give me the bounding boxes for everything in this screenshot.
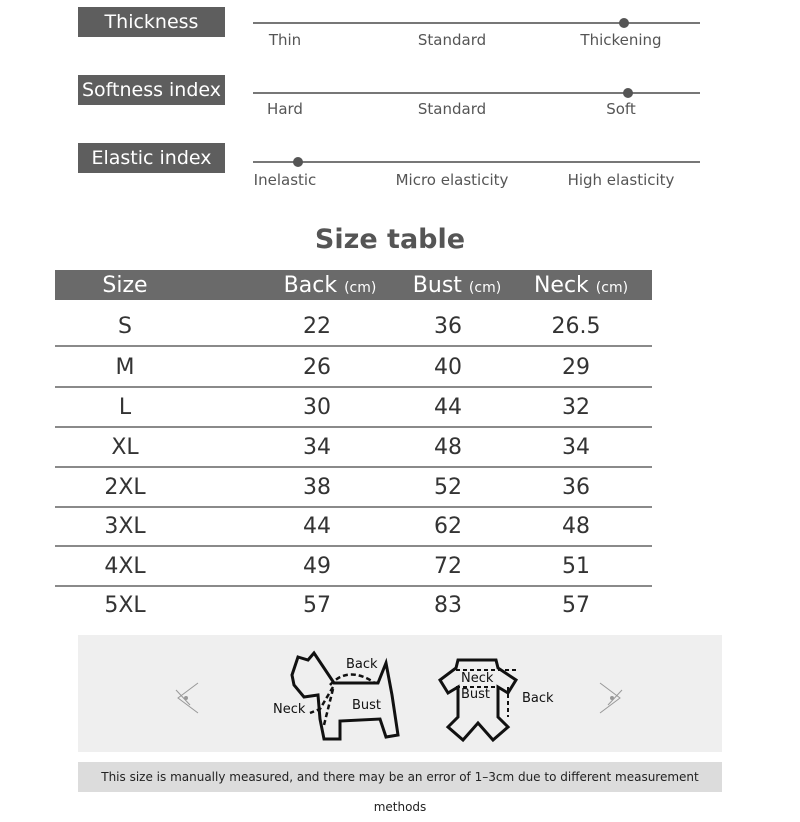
index-scale-label: Standard	[417, 100, 487, 118]
index-slider	[253, 18, 700, 28]
size-table-title: Size table	[314, 224, 466, 255]
left-arrow-icon	[175, 682, 199, 714]
table-cell: 44	[434, 395, 462, 420]
table-cell: S	[118, 314, 132, 339]
table-cell: 51	[562, 554, 590, 579]
index-label: Thickness index	[78, 7, 225, 63]
measurement-note: This size is manually measured, and ther…	[78, 762, 722, 814]
table-cell: 30	[303, 395, 331, 420]
index-scale-label: Inelastic	[253, 171, 317, 189]
index-scale-label: Micro elasticity	[395, 171, 509, 189]
measurement-diagram: Back Neck Bust Neck Bust Back	[78, 635, 722, 752]
index-marker	[292, 157, 303, 167]
table-cell: 22	[303, 314, 331, 339]
table-cell: 3XL	[104, 514, 146, 539]
header-size: Size	[102, 273, 148, 298]
table-cell: 40	[434, 355, 462, 380]
measurement-illustration: Back Neck Bust Neck Bust Back	[175, 650, 623, 743]
header-bust: Bust (cm)	[412, 273, 502, 298]
header-back: Back (cm)	[283, 273, 377, 298]
table-row: 2XL 38 52 36	[55, 468, 652, 508]
dog-outline-icon	[290, 650, 400, 741]
index-slider	[253, 157, 700, 167]
index-scale-label: Soft	[606, 100, 636, 118]
table-cell: 4XL	[104, 554, 146, 579]
table-cell: 26.5	[551, 314, 601, 339]
table-cell: 48	[562, 514, 590, 539]
table-row: M 26 40 29	[55, 348, 652, 388]
table-cell: 83	[434, 593, 462, 618]
table-cell: 5XL	[104, 593, 146, 618]
table-cell: 34	[562, 435, 590, 460]
table-row: 3XL 44 62 48	[55, 507, 652, 547]
garment-back-label: Back	[522, 691, 554, 706]
table-row: XL 34 48 34	[55, 428, 652, 468]
table-cell: M	[115, 355, 135, 380]
index-scale-label: Standard	[417, 31, 487, 49]
table-row: S 22 36 26.5	[55, 307, 652, 347]
table-cell: 52	[434, 475, 462, 500]
table-cell: 34	[303, 435, 331, 460]
table-cell: XL	[111, 435, 139, 460]
dog-neck-label: Neck	[273, 702, 306, 717]
dog-bust-label: Bust	[352, 698, 381, 713]
index-label: Elastic index	[78, 143, 225, 173]
size-table-header: Size Back (cm) Bust (cm) Neck (cm)	[55, 270, 652, 300]
table-row: 5XL 57 83 57	[55, 586, 652, 626]
table-cell: 57	[562, 593, 590, 618]
index-marker	[623, 88, 634, 98]
index-slider	[253, 88, 700, 98]
table-cell: 32	[562, 395, 590, 420]
right-arrow-icon	[599, 682, 623, 714]
table-cell: 48	[434, 435, 462, 460]
index-scale-label: Thin	[268, 31, 302, 49]
garment-bust-label: Bust	[461, 687, 490, 702]
table-cell: 29	[562, 355, 590, 380]
table-cell: 57	[303, 593, 331, 618]
table-cell: 36	[562, 475, 590, 500]
header-neck: Neck (cm)	[533, 273, 629, 298]
table-cell: 72	[434, 554, 462, 579]
table-cell: 38	[303, 475, 331, 500]
table-cell: L	[118, 395, 132, 420]
index-scale-label: Hard	[267, 100, 303, 118]
garment-outline-icon	[438, 658, 519, 743]
table-row: L 30 44 32	[55, 388, 652, 428]
table-cell: 2XL	[104, 475, 146, 500]
table-cell: 49	[303, 554, 331, 579]
garment-neck-label: Neck	[461, 671, 494, 686]
index-label: Softness index	[78, 75, 225, 105]
index-marker	[619, 18, 629, 28]
table-cell: 62	[434, 514, 462, 539]
table-cell: 36	[434, 314, 462, 339]
table-cell: 44	[303, 514, 331, 539]
index-scale-label: Thickening	[580, 31, 662, 49]
table-row: 4XL 49 72 51	[55, 547, 652, 587]
table-cell: 26	[303, 355, 331, 380]
dog-back-label: Back	[346, 657, 378, 672]
index-scale-label: High elasticity	[567, 171, 675, 189]
